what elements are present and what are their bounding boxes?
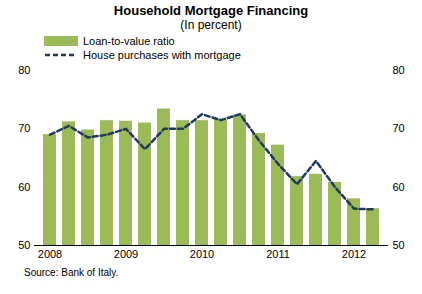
html-text:House purchases with mortgage: House purchases with mortgage — [83, 49, 241, 61]
svg-text:2008: 2008 — [38, 248, 62, 260]
svg-text:50: 50 — [18, 239, 30, 251]
svg-text:60: 60 — [18, 181, 30, 193]
svg-text:80: 80 — [18, 64, 30, 76]
svg-text:2009: 2009 — [114, 248, 138, 260]
svg-text:50: 50 — [393, 239, 405, 251]
html-text:Source: Bank of Italy.: Source: Bank of Italy. — [24, 267, 119, 278]
svg-text:2010: 2010 — [190, 248, 214, 260]
html-text:(In percent): (In percent) — [180, 18, 242, 32]
html-text:Household Mortgage Financing: Household Mortgage Financing — [113, 3, 309, 18]
svg-text:70: 70 — [393, 122, 405, 134]
svg-text:80: 80 — [393, 64, 405, 76]
svg-text:60: 60 — [393, 181, 405, 193]
svg-text:2012: 2012 — [342, 248, 366, 260]
html-text:Loan-to-value ratio: Loan-to-value ratio — [83, 35, 175, 47]
svg-text:70: 70 — [18, 122, 30, 134]
svg-text:2011: 2011 — [266, 248, 290, 260]
